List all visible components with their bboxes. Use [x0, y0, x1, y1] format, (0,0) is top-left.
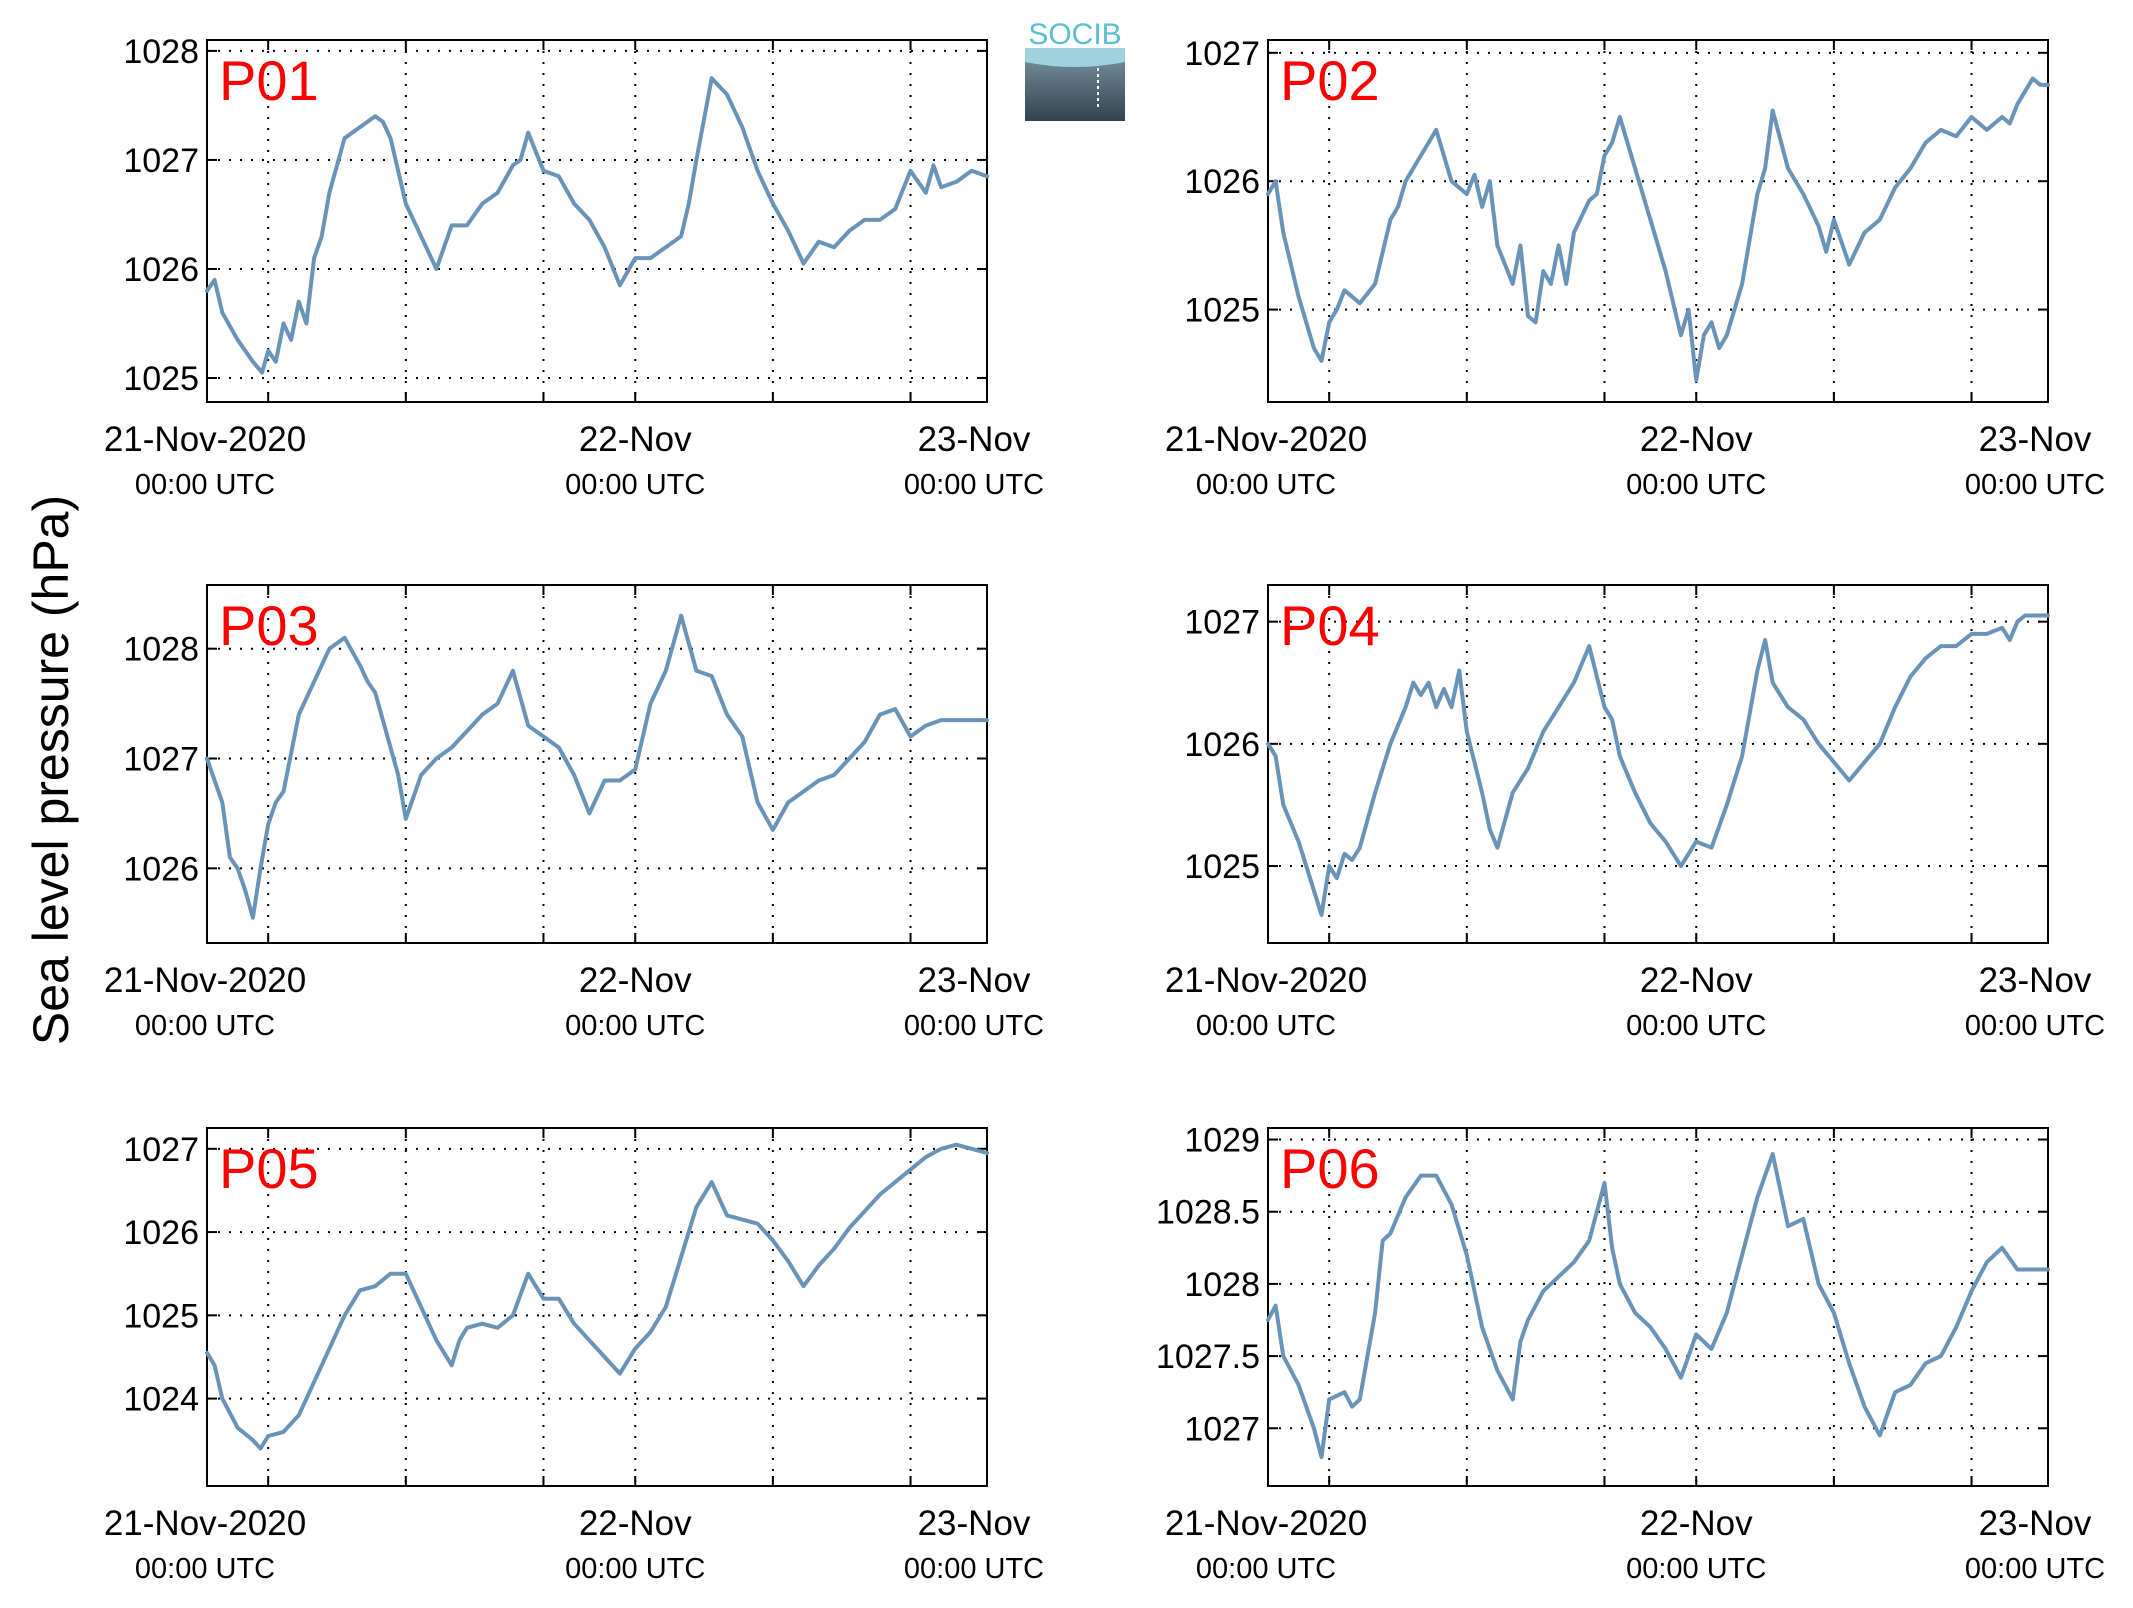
x-tick-label: 21-Nov-2020	[104, 961, 306, 1000]
pressure-series-line	[205, 76, 989, 375]
x-tick-label: 22-Nov	[1640, 1504, 1753, 1543]
panel-label: P04	[1280, 594, 1380, 657]
x-tick-label: 23-Nov	[1979, 1504, 2092, 1543]
pressure-series-line	[1266, 1152, 2050, 1460]
pressure-series-line	[205, 613, 989, 920]
x-tick-label: 23-Nov	[1979, 420, 2092, 459]
y-tick-label: 1026	[1184, 163, 1260, 201]
x-tick-sublabel: 00:00 UTC	[135, 1010, 275, 1042]
x-tick-sublabel: 00:00 UTC	[565, 1010, 705, 1042]
x-tick-label: 22-Nov	[579, 961, 692, 1000]
y-tick-label: 1026	[1184, 726, 1260, 764]
y-tick-label: 1026	[123, 850, 199, 888]
x-tick-label: 21-Nov-2020	[1165, 420, 1367, 459]
x-tick-sublabel: 00:00 UTC	[1196, 1010, 1336, 1042]
panels: 1025 1026 1027 1028 21-Nov-2020 00:00 UTC 22-N…	[104, 33, 2105, 1585]
panel-label: P05	[219, 1137, 319, 1200]
x-tick-sublabel: 00:00 UTC	[1196, 1553, 1336, 1585]
y-tick-label: 1025	[123, 360, 199, 398]
y-tick-label: 1027	[1184, 35, 1260, 73]
panel-label: P06	[1280, 1137, 1380, 1200]
x-tick-label: 23-Nov	[918, 1504, 1031, 1543]
y-tick-label: 1028.5	[1156, 1194, 1260, 1232]
x-tick-label: 22-Nov	[1640, 961, 1753, 1000]
y-tick-label: 1026	[123, 1214, 199, 1252]
x-tick-label: 22-Nov	[1640, 420, 1753, 459]
x-tick-label: 22-Nov	[579, 1504, 692, 1543]
pressure-series-line	[205, 1142, 989, 1451]
y-tick-label: 1027.5	[1156, 1338, 1260, 1376]
panel-label: P02	[1280, 49, 1380, 112]
y-tick-label: 1025	[123, 1297, 199, 1335]
x-tick-label: 23-Nov	[1979, 961, 2092, 1000]
x-tick-sublabel: 00:00 UTC	[1626, 469, 1766, 501]
x-tick-sublabel: 00:00 UTC	[904, 1010, 1044, 1042]
x-tick-label: 21-Nov-2020	[1165, 961, 1367, 1000]
plot-frame	[1267, 1127, 2049, 1487]
y-tick-label: 1028	[123, 631, 199, 669]
x-tick-sublabel: 00:00 UTC	[135, 469, 275, 501]
x-tick-sublabel: 00:00 UTC	[565, 1553, 705, 1585]
panel-label: P01	[219, 49, 319, 112]
x-tick-sublabel: 00:00 UTC	[904, 1553, 1044, 1585]
y-tick-label: 1025	[1184, 848, 1260, 886]
y-tick-label: 1026	[123, 251, 199, 289]
chart-panel-p05: 1024 1025 1026 1027 21-Nov-2020 00:00 UTC 22-N…	[104, 1127, 1044, 1585]
x-tick-sublabel: 00:00 UTC	[1965, 1553, 2105, 1585]
y-tick-label: 1028	[123, 33, 199, 71]
pressure-series-line	[1266, 76, 2050, 383]
chart-panel-p04: 1025 1026 1027 21-Nov-2020 00:00 UTC 22-Nov 00…	[1165, 584, 2105, 1042]
x-tick-sublabel: 00:00 UTC	[1965, 469, 2105, 501]
x-tick-sublabel: 00:00 UTC	[565, 469, 705, 501]
y-tick-label: 1024	[123, 1381, 199, 1419]
x-tick-sublabel: 00:00 UTC	[1965, 1010, 2105, 1042]
x-tick-sublabel: 00:00 UTC	[1196, 469, 1336, 501]
x-tick-sublabel: 00:00 UTC	[1626, 1010, 1766, 1042]
y-tick-label: 1028	[1184, 1266, 1260, 1304]
plot-frame	[206, 1127, 988, 1487]
socib-logo-text: SOCIB	[1028, 18, 1121, 51]
chart-panel-p01: 1025 1026 1027 1028 21-Nov-2020 00:00 UTC 22-N…	[104, 33, 1044, 501]
x-tick-label: 21-Nov-2020	[1165, 1504, 1367, 1543]
chart-panel-p03: 1026 1027 1028 21-Nov-2020 00:00 UTC 22-Nov 00…	[104, 584, 1044, 1042]
y-tick-label: 1027	[1184, 1410, 1260, 1448]
y-tick-label: 1027	[123, 1131, 199, 1169]
x-tick-label: 21-Nov-2020	[104, 1504, 306, 1543]
x-tick-sublabel: 00:00 UTC	[1626, 1553, 1766, 1585]
y-tick-label: 1025	[1184, 292, 1260, 330]
x-tick-label: 23-Nov	[918, 420, 1031, 459]
plot-frame	[1267, 39, 2049, 403]
y-tick-label: 1027	[123, 741, 199, 779]
plot-frame	[206, 39, 988, 403]
x-tick-label: 23-Nov	[918, 961, 1031, 1000]
x-tick-sublabel: 00:00 UTC	[135, 1553, 275, 1585]
y-tick-label: 1027	[1184, 604, 1260, 642]
x-tick-label: 22-Nov	[579, 420, 692, 459]
y-tick-label: 1029	[1184, 1122, 1260, 1160]
panel-label: P03	[219, 594, 319, 657]
socib-logo: SOCIB	[1025, 18, 1125, 121]
plot-frame	[1267, 584, 2049, 944]
pressure-series-line	[1266, 613, 2050, 917]
chart-panel-p06: 1027 1027.5 1028 1028.5 1029 21-Nov-2020 00:00…	[1156, 1122, 2105, 1585]
x-tick-sublabel: 00:00 UTC	[904, 469, 1044, 501]
x-tick-label: 21-Nov-2020	[104, 420, 306, 459]
y-axis-label: Sea level pressure (hPa)	[23, 495, 79, 1045]
y-tick-label: 1027	[123, 142, 199, 180]
chart-panel-p02: 1025 1026 1027 21-Nov-2020 00:00 UTC 22-Nov 00…	[1165, 35, 2105, 501]
